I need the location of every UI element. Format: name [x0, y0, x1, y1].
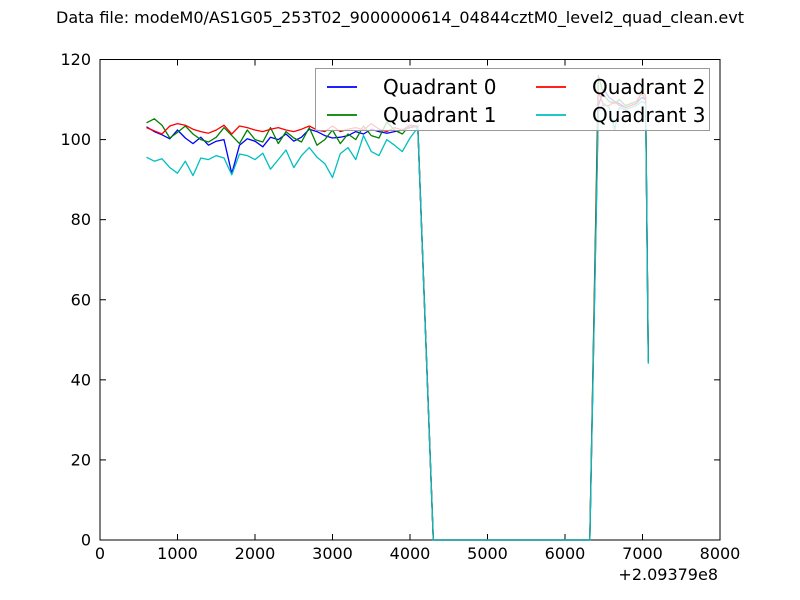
- x-tick-label: 2000: [235, 544, 276, 563]
- y-tick-label: 0: [81, 531, 91, 550]
- legend-label-quadrant-1: Quadrant 1: [383, 103, 496, 127]
- x-tick-label: 8000: [700, 544, 741, 563]
- x-tick-label: 7000: [622, 544, 663, 563]
- x-axis-offset-label: +2.09379e8: [618, 565, 718, 584]
- legend-label-quadrant-0: Quadrant 0: [383, 75, 496, 99]
- x-tick-label: 6000: [545, 544, 586, 563]
- series-line-quadrant-2: [146, 90, 649, 541]
- legend-label-quadrant-2: Quadrant 2: [592, 75, 705, 99]
- legend-box: [315, 68, 710, 131]
- x-tick-label: 0: [95, 544, 105, 563]
- y-tick-label: 20: [71, 450, 91, 469]
- axes-frame: [99, 59, 721, 541]
- y-tick-label: 120: [60, 50, 91, 69]
- x-tick-label: 4000: [390, 544, 431, 563]
- series-line-quadrant-1: [146, 74, 649, 541]
- x-tick-label: 5000: [467, 544, 508, 563]
- y-tick-label: 100: [60, 130, 91, 149]
- y-tick-label: 80: [71, 210, 91, 229]
- legend-label-quadrant-3: Quadrant 3: [592, 103, 705, 127]
- y-tick-label: 40: [71, 370, 91, 389]
- y-tick-label: 60: [71, 290, 91, 309]
- x-tick-label: 3000: [312, 544, 353, 563]
- x-tick-label: 1000: [157, 544, 198, 563]
- chart-title: Data file: modeM0/AS1G05_253T02_90000006…: [56, 8, 744, 27]
- series-line-quadrant-3: [146, 100, 649, 541]
